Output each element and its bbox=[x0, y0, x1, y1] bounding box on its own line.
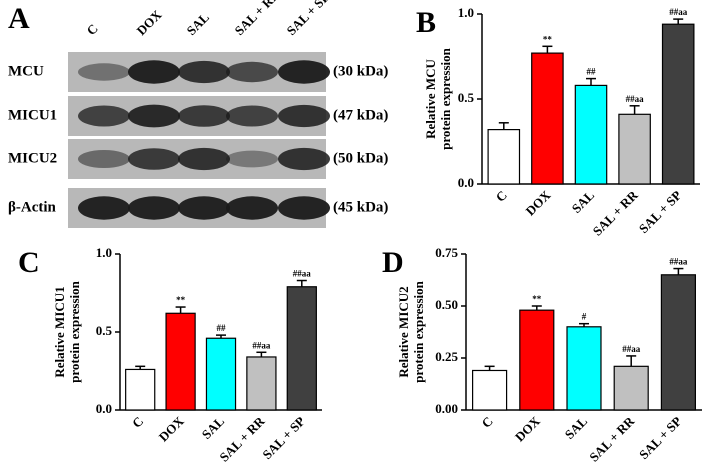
x-tick-label: DOX bbox=[156, 413, 187, 444]
significance-label: ##aa bbox=[669, 257, 688, 267]
blot-band bbox=[278, 104, 330, 128]
bar bbox=[246, 356, 277, 411]
protein-size: (50 kDa) bbox=[333, 150, 388, 166]
significance-label: ** bbox=[176, 295, 186, 305]
protein-label: MCU bbox=[8, 63, 44, 79]
y-axis-label: protein expression bbox=[411, 280, 426, 382]
x-tick-label: SAL bbox=[562, 413, 591, 442]
lane-label: SAL + SP bbox=[284, 0, 333, 38]
significance-label: ##aa bbox=[622, 344, 641, 354]
blot-band bbox=[128, 148, 180, 170]
lane-label: SAL bbox=[184, 9, 213, 38]
lane-label: SAL + RR bbox=[232, 0, 284, 38]
y-axis-label: protein expression bbox=[67, 280, 82, 382]
y-tick-label: 0.00 bbox=[435, 401, 458, 416]
panel-label: D bbox=[382, 246, 404, 279]
y-tick-label: 0.50 bbox=[435, 297, 458, 312]
blot-band bbox=[226, 105, 278, 127]
panel-label: C bbox=[18, 246, 40, 279]
x-tick-label: SAL + SP bbox=[259, 413, 308, 462]
protein-size: (47 kDa) bbox=[333, 107, 388, 123]
blot-band bbox=[128, 104, 180, 128]
blot-band bbox=[178, 147, 230, 171]
blot-band bbox=[78, 105, 130, 127]
x-tick-label: SAL bbox=[199, 413, 228, 442]
blot-band bbox=[278, 60, 330, 84]
protein-label: MICU2 bbox=[8, 150, 57, 166]
bar bbox=[661, 23, 695, 185]
blot-band bbox=[278, 196, 330, 220]
x-tick-label: SAL bbox=[569, 187, 598, 216]
significance-label: ##aa bbox=[293, 269, 312, 279]
y-tick-label: 1.0 bbox=[458, 5, 474, 20]
x-tick-label: DOX bbox=[512, 413, 543, 444]
y-axis-label: Relative MCU bbox=[423, 59, 438, 139]
x-tick-label: SAL + SP bbox=[636, 413, 685, 462]
bar bbox=[531, 52, 564, 185]
x-tick-label: SAL + RR bbox=[590, 187, 642, 239]
blot-band bbox=[178, 60, 230, 84]
bar bbox=[286, 286, 317, 411]
y-tick-label: 1.0 bbox=[96, 245, 112, 260]
protein-label: β-Actin bbox=[8, 199, 57, 215]
bar bbox=[519, 309, 555, 411]
panel-label: A bbox=[8, 2, 30, 35]
y-tick-label: 0.75 bbox=[435, 245, 458, 260]
bar bbox=[487, 129, 521, 185]
significance-label: ##aa bbox=[626, 94, 645, 104]
y-tick-label: 0.0 bbox=[96, 401, 112, 416]
bar bbox=[205, 337, 237, 411]
significance-label: ## bbox=[587, 67, 597, 77]
x-tick-label: SAL + RR bbox=[586, 413, 638, 463]
significance-label: ** bbox=[532, 294, 542, 304]
y-axis-label: Relative MICU2 bbox=[396, 286, 411, 377]
blot-band bbox=[178, 196, 230, 220]
y-tick-label: 0.5 bbox=[96, 323, 113, 338]
x-tick-label: SAL + RR bbox=[216, 413, 268, 463]
lane-label: C bbox=[84, 21, 101, 38]
x-tick-label: C bbox=[129, 414, 146, 431]
lane-label: DOX bbox=[134, 7, 165, 38]
protein-size: (30 kDa) bbox=[333, 63, 388, 79]
blot-band bbox=[178, 105, 230, 127]
bar bbox=[165, 312, 196, 411]
bar bbox=[574, 84, 608, 185]
y-tick-label: 0.0 bbox=[458, 175, 474, 190]
x-tick-label: DOX bbox=[522, 187, 553, 218]
x-tick-label: C bbox=[478, 414, 495, 431]
blot-band bbox=[78, 150, 130, 168]
significance-label: ##aa bbox=[252, 340, 271, 350]
blot-band bbox=[226, 61, 278, 83]
bar bbox=[618, 113, 651, 185]
blot-band bbox=[78, 196, 130, 220]
y-axis-label: protein expression bbox=[438, 47, 453, 149]
bar bbox=[660, 274, 696, 411]
blot-band bbox=[226, 150, 278, 168]
x-tick-label: SAL + SP bbox=[636, 187, 685, 236]
significance-label: ** bbox=[543, 34, 553, 44]
y-tick-label: 0.25 bbox=[435, 349, 458, 364]
y-axis-label: Relative MICU1 bbox=[52, 286, 67, 377]
blot-band bbox=[128, 60, 180, 84]
panel-label: B bbox=[416, 6, 436, 39]
significance-label: ##aa bbox=[669, 7, 688, 17]
significance-label: # bbox=[582, 312, 587, 322]
bar bbox=[566, 326, 602, 411]
y-tick-label: 0.5 bbox=[458, 90, 475, 105]
bar bbox=[472, 369, 508, 411]
protein-label: MICU1 bbox=[8, 107, 57, 123]
bar bbox=[125, 368, 156, 411]
blot-band bbox=[128, 196, 180, 220]
blot-band bbox=[278, 147, 330, 171]
protein-size: (45 kDa) bbox=[333, 199, 388, 215]
bar bbox=[613, 365, 649, 411]
blot-band bbox=[226, 196, 278, 220]
significance-label: ## bbox=[217, 323, 227, 333]
blot-band bbox=[78, 63, 130, 81]
x-tick-label: C bbox=[493, 188, 510, 205]
